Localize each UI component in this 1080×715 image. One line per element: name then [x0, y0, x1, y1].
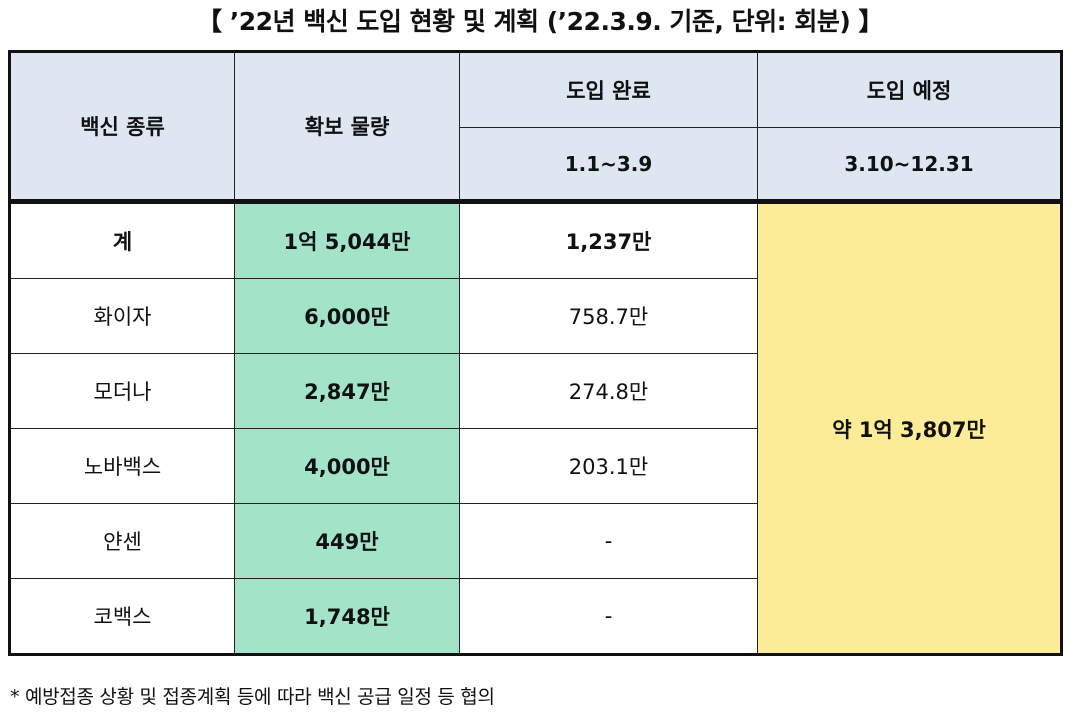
table-row: 화이자 6,000만 758.7만: [9, 278, 1062, 354]
row-name: 노바백스: [9, 428, 235, 504]
header-subrow: 1.1~3.9 3.10~12.31: [10, 127, 1062, 202]
header-introduced-period: 1.1~3.9: [459, 127, 758, 202]
vaccine-table: 백신 종류 확보 물량 도입 완료 도입 예정 1.1~3.9 3.10~12.…: [8, 50, 1063, 656]
row-introduced: -: [459, 503, 758, 579]
row-secured: 449만: [234, 503, 460, 579]
table-title: 【 ’22년 백신 도입 현황 및 계획 (’22.3.9. 기준, 단위: 회…: [197, 7, 883, 36]
row-name: 얀센: [9, 503, 235, 579]
header-planned: 도입 예정: [757, 51, 1062, 128]
header-secured-amount: 확보 물량: [234, 51, 460, 202]
table-row: 노바백스 4,000만 203.1만: [9, 428, 1062, 504]
row-introduced: 274.8만: [459, 353, 758, 429]
row-secured: 2,847만: [234, 353, 460, 429]
table-row: 계 1억 5,044만 1,237만 약 1억 3,807만: [9, 199, 1062, 655]
table-row: 얀센 449만 -: [9, 503, 1062, 579]
table-row: 코백스 1,748만 -: [9, 578, 1062, 655]
row-name: 코백스: [9, 578, 235, 655]
row-secured: 1,748만: [234, 578, 460, 655]
row-secured: 4,000만: [234, 428, 460, 504]
row-secured: 1억 5,044만: [234, 199, 460, 279]
row-introduced: 758.7만: [459, 278, 758, 354]
row-introduced: 203.1만: [459, 428, 758, 504]
header-planned-period: 3.10~12.31: [757, 127, 1062, 202]
header-vaccine-type: 백신 종류: [9, 51, 235, 202]
table-row: 모더나 2,847만 274.8만: [9, 353, 1062, 429]
row-name: 계: [9, 199, 235, 279]
row-secured: 6,000만: [234, 278, 460, 354]
row-name: 화이자: [9, 278, 235, 354]
planned-total: 약 1억 3,807만: [757, 199, 1062, 655]
footnote: * 예방접종 상황 및 접종계획 등에 따라 백신 공급 일정 등 협의: [10, 686, 495, 708]
header-introduced: 도입 완료: [459, 51, 758, 128]
row-introduced: 1,237만: [459, 199, 758, 279]
row-name: 모더나: [9, 353, 235, 429]
row-introduced: -: [459, 578, 758, 655]
header-row: 백신 종류 확보 물량 도입 완료 도입 예정: [9, 51, 1062, 202]
